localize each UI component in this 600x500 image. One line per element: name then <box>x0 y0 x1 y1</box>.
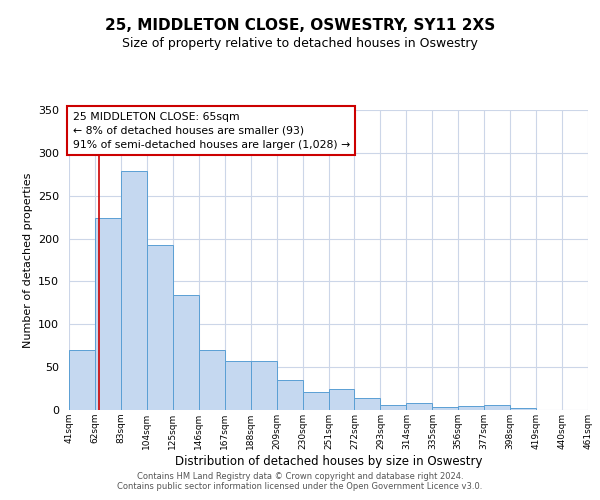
Bar <box>329 388 355 410</box>
Bar <box>406 403 432 410</box>
Bar <box>302 392 329 410</box>
Bar <box>95 218 121 410</box>
Bar <box>225 361 251 410</box>
Bar <box>484 405 510 410</box>
Bar <box>69 350 95 410</box>
Bar <box>510 408 536 410</box>
Bar <box>355 398 380 410</box>
Bar <box>251 361 277 410</box>
Bar <box>199 350 224 410</box>
Bar <box>121 171 147 410</box>
X-axis label: Distribution of detached houses by size in Oswestry: Distribution of detached houses by size … <box>175 454 482 468</box>
Bar <box>173 295 199 410</box>
Bar <box>147 244 173 410</box>
Text: Contains HM Land Registry data © Crown copyright and database right 2024.: Contains HM Land Registry data © Crown c… <box>137 472 463 481</box>
Bar <box>458 406 484 410</box>
Text: 25 MIDDLETON CLOSE: 65sqm
← 8% of detached houses are smaller (93)
91% of semi-d: 25 MIDDLETON CLOSE: 65sqm ← 8% of detach… <box>73 112 350 150</box>
Text: 25, MIDDLETON CLOSE, OSWESTRY, SY11 2XS: 25, MIDDLETON CLOSE, OSWESTRY, SY11 2XS <box>105 18 495 32</box>
Bar <box>380 405 406 410</box>
Text: Contains public sector information licensed under the Open Government Licence v3: Contains public sector information licen… <box>118 482 482 491</box>
Y-axis label: Number of detached properties: Number of detached properties <box>23 172 32 348</box>
Bar <box>432 406 458 410</box>
Bar <box>277 380 302 410</box>
Text: Size of property relative to detached houses in Oswestry: Size of property relative to detached ho… <box>122 38 478 51</box>
